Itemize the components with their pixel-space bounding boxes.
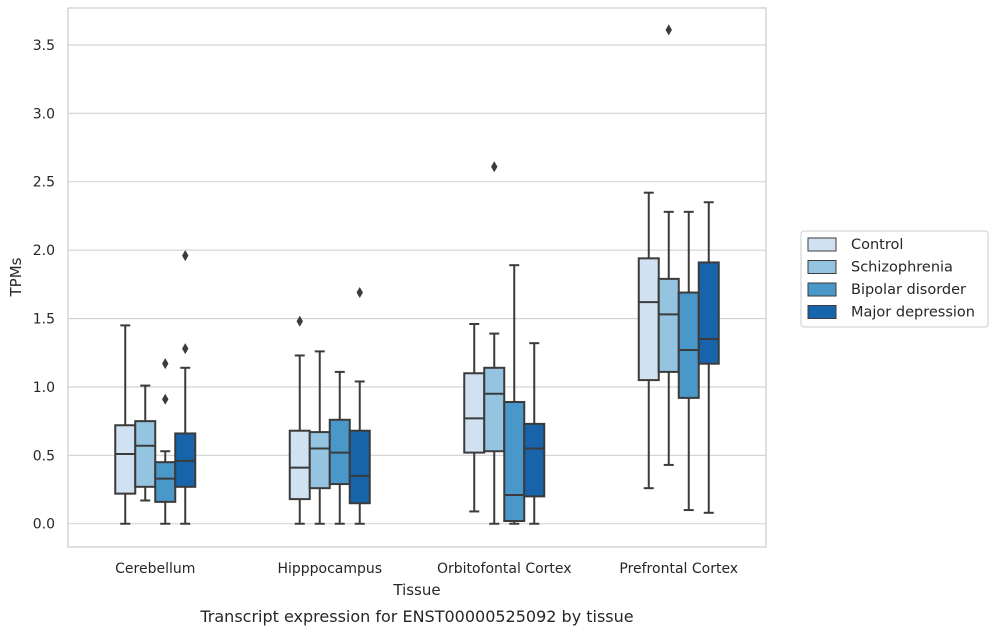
legend-label: Control <box>851 237 903 253</box>
y-tick-label: 2.0 <box>33 243 55 259</box>
outlier-point <box>162 358 169 370</box>
box-iqr <box>483 366 506 453</box>
legend-swatch <box>807 237 837 252</box>
legend-label: Bipolar disorder <box>851 282 966 298</box>
x-tick-labels: Cerebellum Hipppocampus Orbitofontal Corte… <box>115 561 738 577</box>
box-iqr <box>134 420 157 488</box>
box-iqr <box>503 400 526 523</box>
chart-caption: Transcript expression for ENST0000052509… <box>199 607 633 626</box>
plot-frame <box>67 7 767 548</box>
outlier-point <box>665 24 672 36</box>
y-tick-label: 1.5 <box>33 312 55 328</box>
legend: Control Schizophrenia Bipolar disorder Majo… <box>800 230 989 328</box>
legend-label: Major depression <box>851 305 975 321</box>
legend-swatch <box>807 282 837 297</box>
box-iqr <box>348 429 371 505</box>
outlier-point <box>162 393 169 405</box>
box-iqr <box>114 424 137 495</box>
y-tick-label: 0.0 <box>33 517 55 533</box>
legend-label: Schizophrenia <box>851 260 953 276</box>
box-iqr <box>637 257 660 382</box>
x-tick-label: Prefrontal Cortex <box>619 561 738 577</box>
box-iqr <box>523 422 546 498</box>
outlier-point <box>182 250 189 262</box>
box-control <box>288 315 311 525</box>
outlier-point <box>296 315 303 327</box>
box-iqr <box>288 429 311 501</box>
box-schizophrenia <box>308 350 331 525</box>
box-iqr <box>463 372 486 454</box>
x-axis-label: Tissue <box>392 581 440 599</box>
legend-swatch <box>807 260 837 274</box>
outlier-point <box>182 343 189 355</box>
box-iqr <box>677 291 700 399</box>
x-tick-label: Orbitofontal Cortex <box>437 561 572 577</box>
y-tick-labels: 0.0 0.5 1.0 1.5 2.0 2.5 3.0 3.5 <box>33 38 55 533</box>
y-tick-label: 0.5 <box>33 448 55 464</box>
box-schizophrenia <box>657 24 680 466</box>
box-iqr <box>657 277 680 373</box>
outlier-point <box>356 287 363 299</box>
y-tick-label: 1.0 <box>33 380 55 396</box>
x-tick-label: Cerebellum <box>115 561 195 577</box>
box-iqr <box>308 431 331 490</box>
x-tick-label: Hipppocampus <box>277 561 382 577</box>
box-schizophrenia <box>134 384 157 502</box>
box-bipolar-disorder <box>154 358 177 525</box>
legend-swatch <box>807 305 837 319</box>
box-major-depression <box>523 342 546 525</box>
y-axis-label: TPMs <box>7 257 25 297</box>
box-control <box>114 324 137 525</box>
box-series <box>114 24 720 525</box>
box-iqr <box>154 461 177 503</box>
box-iqr <box>697 261 720 365</box>
box-major-depression <box>174 250 197 525</box>
y-tick-label: 2.5 <box>33 175 55 191</box>
y-tick-label: 3.0 <box>33 106 55 122</box>
box-major-depression <box>348 287 371 525</box>
legend-frame <box>800 230 989 328</box>
box-major-depression <box>697 201 720 514</box>
y-tick-label: 3.5 <box>33 38 55 54</box>
outlier-point <box>491 161 498 173</box>
